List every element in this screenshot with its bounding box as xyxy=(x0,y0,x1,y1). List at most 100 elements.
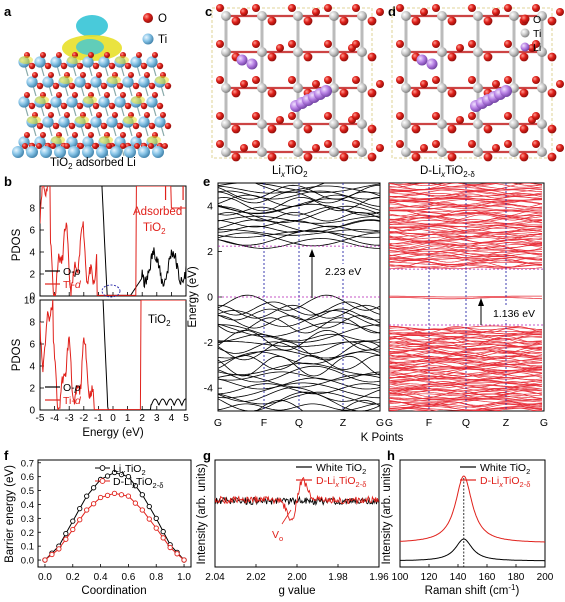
panel-h-frame xyxy=(399,459,546,568)
conduction-band xyxy=(218,184,380,200)
o-atom xyxy=(324,40,332,48)
o-atom xyxy=(468,4,476,12)
o-atom xyxy=(468,76,476,84)
conduction-band xyxy=(389,214,543,221)
ti-atom xyxy=(401,11,411,21)
density-isosurface xyxy=(155,76,169,84)
panel-a: a O Ti TiO2 adsorbed Li xyxy=(4,4,172,171)
o-atom xyxy=(556,8,564,16)
o-atom xyxy=(519,52,529,62)
o-atom xyxy=(136,132,142,138)
ti-atom xyxy=(26,146,38,158)
o-atom xyxy=(162,143,168,149)
y-tick-label: 0.6 xyxy=(21,472,34,483)
panel-g-xlabel: g value xyxy=(278,585,315,597)
o-atom xyxy=(252,112,260,120)
o-atom xyxy=(36,143,42,149)
o-atom xyxy=(324,76,332,84)
ti-atom xyxy=(329,119,339,129)
legend-ti-label: Ti xyxy=(158,34,167,46)
o-atom xyxy=(468,140,476,148)
o-atom xyxy=(432,140,440,148)
conduction-band xyxy=(389,261,543,268)
ti-atom xyxy=(98,56,110,68)
conduction-band xyxy=(389,197,543,201)
x-tick-label: 160 xyxy=(479,572,496,583)
panel-b-bottom-curves xyxy=(40,300,186,410)
li-atom xyxy=(416,54,428,66)
legend-o-p-label: O-p xyxy=(63,266,81,278)
conduction-band xyxy=(389,215,543,222)
y-tick-label: 0.5 xyxy=(21,486,34,497)
o-atom xyxy=(288,112,296,120)
o-atom xyxy=(411,16,421,26)
defect-band xyxy=(389,297,543,300)
barrier-point xyxy=(125,474,132,480)
o-atom xyxy=(84,122,92,130)
o-atom xyxy=(468,112,476,120)
conduction-band xyxy=(389,204,543,211)
ti-atom xyxy=(537,47,547,57)
ti-atom xyxy=(437,11,447,21)
o-atom xyxy=(447,124,457,134)
gap-arrow-right-head-icon xyxy=(478,298,484,306)
k-point-label: Z xyxy=(503,417,510,429)
o-atom xyxy=(339,88,349,98)
o-atom xyxy=(156,102,164,110)
x-tick-label: 1 xyxy=(125,413,131,424)
o-atom xyxy=(432,76,440,84)
ti-atom xyxy=(401,119,411,129)
y-tick-label: 0.7 xyxy=(21,458,34,469)
o-atom xyxy=(36,122,44,130)
valence-band xyxy=(389,338,543,343)
valence-band xyxy=(389,344,543,350)
panel-b-letter: b xyxy=(4,174,12,189)
o-atom xyxy=(104,52,110,58)
barrier-point xyxy=(90,485,97,491)
o-atom xyxy=(48,72,54,78)
valence-band xyxy=(389,389,543,395)
panel-e-xlabel: K Points xyxy=(361,432,404,444)
o-atom xyxy=(52,82,60,90)
conduction-band xyxy=(389,227,543,234)
ti-atom xyxy=(437,119,447,129)
o-atom xyxy=(456,116,464,124)
density-isosurface xyxy=(27,116,41,124)
o-atom xyxy=(547,124,557,134)
o-atom xyxy=(40,132,46,138)
o-atom xyxy=(324,140,332,148)
panel-f-axes: 0.0 0.2 0.4 0.6 0.8 1.0 0.0 0.1 0.2 0.3 0.4 0.5 0.6 0… xyxy=(21,458,192,583)
barrier-point xyxy=(49,551,55,558)
o-atom xyxy=(519,88,529,98)
o-atom xyxy=(547,88,557,98)
conduction-band xyxy=(389,189,543,192)
o-atom xyxy=(148,143,154,149)
o-atom xyxy=(267,16,277,26)
conduction-band xyxy=(218,196,380,212)
valence-band xyxy=(389,383,543,389)
y-tick-label: 2 xyxy=(29,270,35,281)
x-tick-label: 0.2 xyxy=(66,572,80,583)
epr-d-lixtio2-curve xyxy=(215,476,379,521)
barrier-point xyxy=(84,507,90,513)
charge-density-blob-icon xyxy=(76,15,108,37)
conduction-band xyxy=(389,219,543,225)
y-tick-label: 0.4 xyxy=(21,500,34,511)
o-atom xyxy=(324,4,332,12)
density-isosurface xyxy=(75,116,89,124)
y-tick-label: 8 xyxy=(29,204,35,215)
ti-atom xyxy=(96,146,108,158)
y-tick-label: 10 xyxy=(24,296,36,307)
conduction-band xyxy=(389,188,543,195)
o-atom xyxy=(240,8,248,16)
conduction-band xyxy=(389,198,543,203)
density-isosurface xyxy=(67,56,81,64)
valence-band xyxy=(389,383,543,388)
conduction-band xyxy=(389,195,543,199)
k-point-label: F xyxy=(261,417,267,429)
band-structure-right xyxy=(389,183,543,411)
density-isosurface xyxy=(147,136,161,144)
o-atom xyxy=(367,52,377,62)
legend-ti-d-label-2: Ti-d xyxy=(63,395,82,407)
o-atom xyxy=(56,92,62,98)
